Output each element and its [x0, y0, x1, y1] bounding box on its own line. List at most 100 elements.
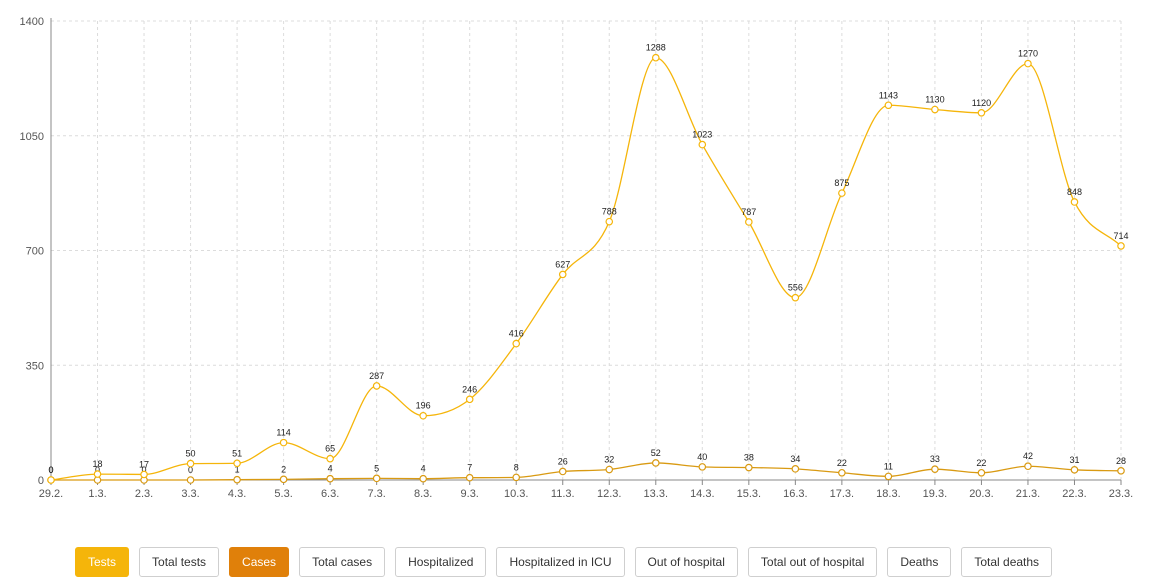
data-point-cases: [698, 463, 707, 471]
data-label-tests: 114: [276, 428, 290, 438]
toggle-out-of-hospital-button[interactable]: Out of hospital: [634, 547, 738, 577]
data-label-tests: 246: [462, 384, 477, 394]
data-label-tests: 18: [93, 459, 103, 469]
toggle-total-out-of-hospital-button[interactable]: Total out of hospital: [747, 547, 878, 577]
data-label-tests: 0: [48, 465, 53, 475]
data-point-cases: [605, 465, 614, 474]
x-tick-label: 17.3.: [830, 488, 854, 500]
data-point-tests: [419, 411, 427, 420]
y-tick-label: 700: [26, 246, 44, 258]
data-label-tests: 50: [186, 449, 196, 459]
data-point-tests: [884, 101, 893, 110]
data-point-cases: [838, 468, 846, 477]
toggle-total-cases-button[interactable]: Total cases: [299, 547, 386, 577]
data-point-cases: [465, 473, 474, 482]
data-point-tests: [1117, 242, 1125, 250]
x-tick-label: 10.3.: [504, 488, 528, 500]
data-point-cases: [1024, 462, 1032, 471]
data-point-cases: [977, 468, 986, 477]
data-point-tests: [47, 476, 55, 484]
data-point-tests: [512, 339, 521, 348]
x-tick-label: 13.3.: [644, 488, 668, 500]
data-label-cases: 42: [1023, 451, 1033, 461]
x-tick-label: 15.3.: [737, 488, 761, 500]
data-label-cases: 2: [281, 464, 286, 474]
data-label-cases: 28: [1116, 456, 1126, 466]
data-point-cases: [745, 463, 753, 472]
data-label-cases: 33: [930, 454, 940, 464]
toggle-tests-button[interactable]: Tests: [75, 547, 130, 577]
data-label-cases: 34: [790, 454, 800, 464]
data-point-cases: [419, 474, 427, 483]
toggle-hospitalized-icu-button[interactable]: Hospitalized in ICU: [496, 547, 625, 577]
y-tick-label: 0: [38, 475, 44, 487]
x-tick-label: 1.3.: [88, 488, 106, 500]
data-point-tests: [326, 454, 334, 463]
x-tick-label: 6.3.: [321, 488, 339, 500]
data-point-tests: [1070, 198, 1079, 206]
data-point-tests: [931, 105, 939, 114]
data-point-tests: [698, 140, 707, 149]
data-point-cases: [186, 476, 195, 484]
data-label-tests: 1023: [692, 130, 712, 140]
data-label-cases: 31: [1069, 455, 1079, 465]
data-point-tests: [465, 395, 474, 404]
data-label-cases: 8: [514, 462, 519, 472]
x-tick-label: 9.3.: [461, 488, 479, 500]
data-label-tests: 556: [788, 283, 803, 293]
data-label-tests: 1288: [646, 43, 666, 53]
y-tick-label: 350: [26, 360, 44, 372]
data-label-tests: 788: [602, 207, 617, 217]
data-point-tests: [838, 189, 846, 197]
data-point-cases: [326, 474, 334, 483]
series-toggle-bar: Tests Total tests Cases Total cases Hosp…: [75, 547, 1053, 577]
data-label-cases: 52: [651, 448, 661, 458]
data-point-tests: [140, 470, 148, 479]
data-label-tests: 1120: [972, 98, 991, 108]
data-point-tests: [186, 459, 195, 468]
data-label-tests: 714: [1113, 231, 1128, 241]
data-label-tests: 196: [416, 401, 431, 411]
data-point-cases: [512, 473, 521, 482]
data-label-tests: 287: [369, 371, 384, 381]
x-tick-label: 21.3.: [1016, 488, 1040, 500]
x-tick-label: 20.3.: [969, 488, 993, 500]
data-point-cases: [1117, 467, 1125, 475]
y-tick-label: 1050: [20, 131, 44, 143]
series-line-cases: [51, 462, 1122, 481]
toggle-hospitalized-button[interactable]: Hospitalized: [395, 547, 487, 577]
x-tick-label: 11.3.: [551, 488, 575, 500]
x-tick-label: 3.3.: [181, 488, 199, 500]
data-label-tests: 848: [1067, 187, 1082, 197]
toggle-total-tests-button[interactable]: Total tests: [139, 547, 220, 577]
data-label-cases: 22: [837, 458, 847, 468]
data-point-tests: [1024, 59, 1032, 68]
data-label-cases: 38: [744, 453, 754, 463]
data-point-tests: [605, 217, 614, 226]
data-label-tests: 51: [232, 448, 242, 458]
data-label-cases: 32: [604, 455, 614, 465]
toggle-total-deaths-button[interactable]: Total deaths: [961, 547, 1053, 577]
data-label-tests: 416: [509, 329, 524, 339]
data-point-tests: [93, 470, 102, 478]
data-label-tests: 1130: [925, 95, 944, 105]
data-label-tests: 1270: [1018, 49, 1038, 59]
x-tick-label: 7.3.: [367, 488, 385, 500]
x-tick-label: 14.3.: [690, 488, 714, 500]
data-label-tests: 65: [325, 444, 335, 454]
x-tick-label: 16.3.: [783, 488, 807, 500]
data-label-cases: 7: [467, 463, 472, 473]
data-point-cases: [931, 465, 939, 473]
toggle-deaths-button[interactable]: Deaths: [887, 547, 952, 577]
data-label-tests: 17: [139, 459, 149, 469]
data-point-tests: [279, 438, 288, 447]
data-label-cases: 40: [697, 452, 707, 462]
data-label-tests: 627: [555, 259, 570, 269]
x-tick-label: 19.3.: [923, 488, 947, 500]
data-point-tests: [372, 382, 381, 390]
data-point-cases: [558, 467, 567, 476]
data-label-tests: 875: [834, 178, 849, 188]
toggle-cases-button[interactable]: Cases: [229, 547, 290, 577]
y-tick-label: 1400: [20, 16, 44, 28]
data-point-tests: [651, 53, 660, 62]
